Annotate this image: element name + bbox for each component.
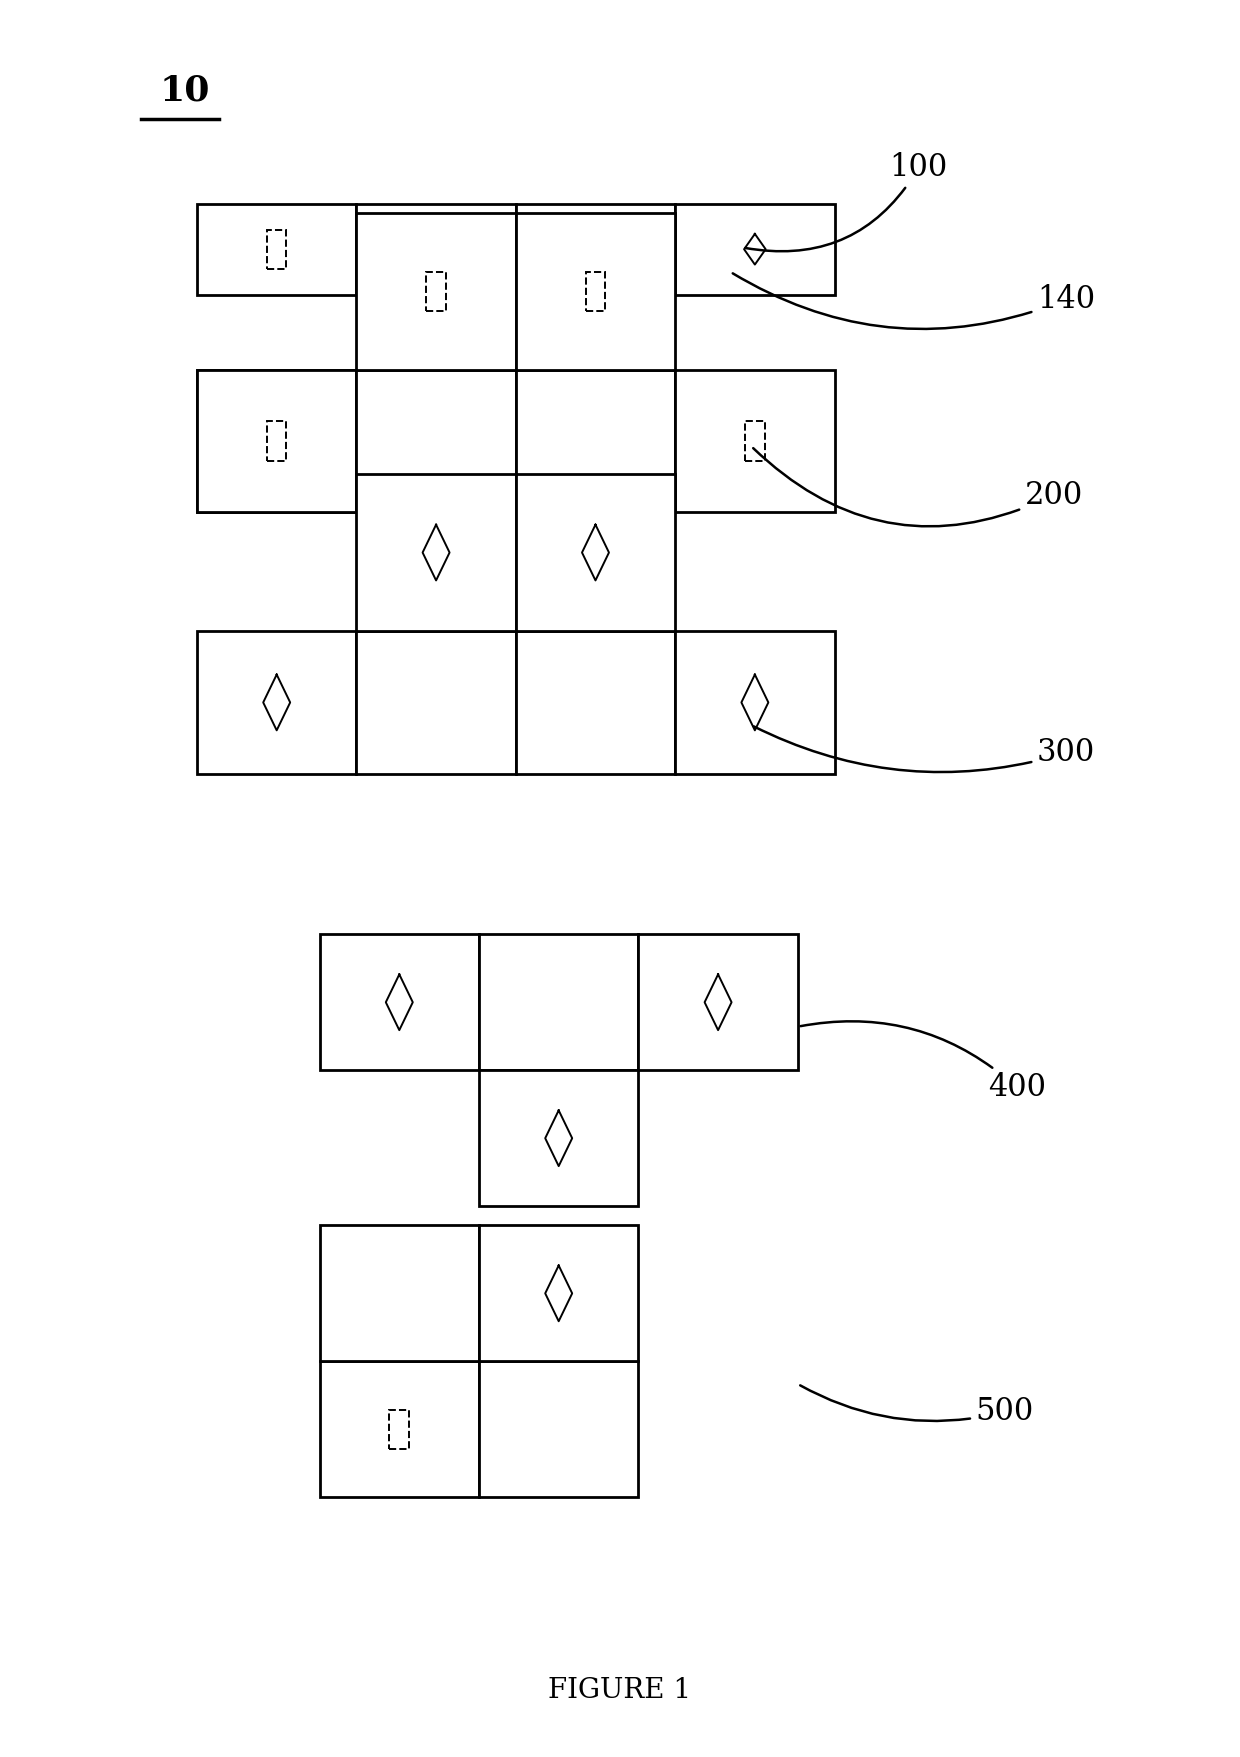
Text: 140: 140 [733,274,1095,329]
Bar [479,1225,639,1362]
Text: 300: 300 [754,726,1095,771]
Bar [356,369,516,513]
Bar [356,213,516,369]
Bar [479,1070,639,1207]
Bar [639,935,797,1070]
Text: 200: 200 [753,448,1083,527]
Bar [516,204,675,295]
Bar [479,935,639,1070]
Bar [675,369,835,513]
Bar [389,1409,409,1450]
Bar [516,631,675,773]
Bar [356,369,516,513]
Text: 100: 100 [745,151,949,251]
Bar [516,369,675,513]
Bar [197,369,356,513]
Bar [585,272,605,311]
Bar [745,422,765,460]
Bar [267,230,286,269]
Text: 10: 10 [160,74,210,107]
Bar [320,1362,479,1497]
Bar [356,474,516,631]
Bar [675,204,835,295]
Bar [516,369,675,513]
Bar [267,422,286,460]
Text: 400: 400 [801,1021,1045,1103]
Text: 500: 500 [800,1385,1034,1427]
Bar [197,369,356,513]
Bar [356,204,516,295]
Bar [516,474,675,631]
Bar [427,272,446,311]
Bar [356,631,516,773]
Text: FIGURE 1: FIGURE 1 [548,1678,692,1704]
Bar [320,935,479,1070]
Bar [516,213,675,369]
Bar [479,1362,639,1497]
Bar [675,631,835,773]
Bar [320,1225,479,1362]
Bar [197,204,356,295]
Bar [197,631,356,773]
